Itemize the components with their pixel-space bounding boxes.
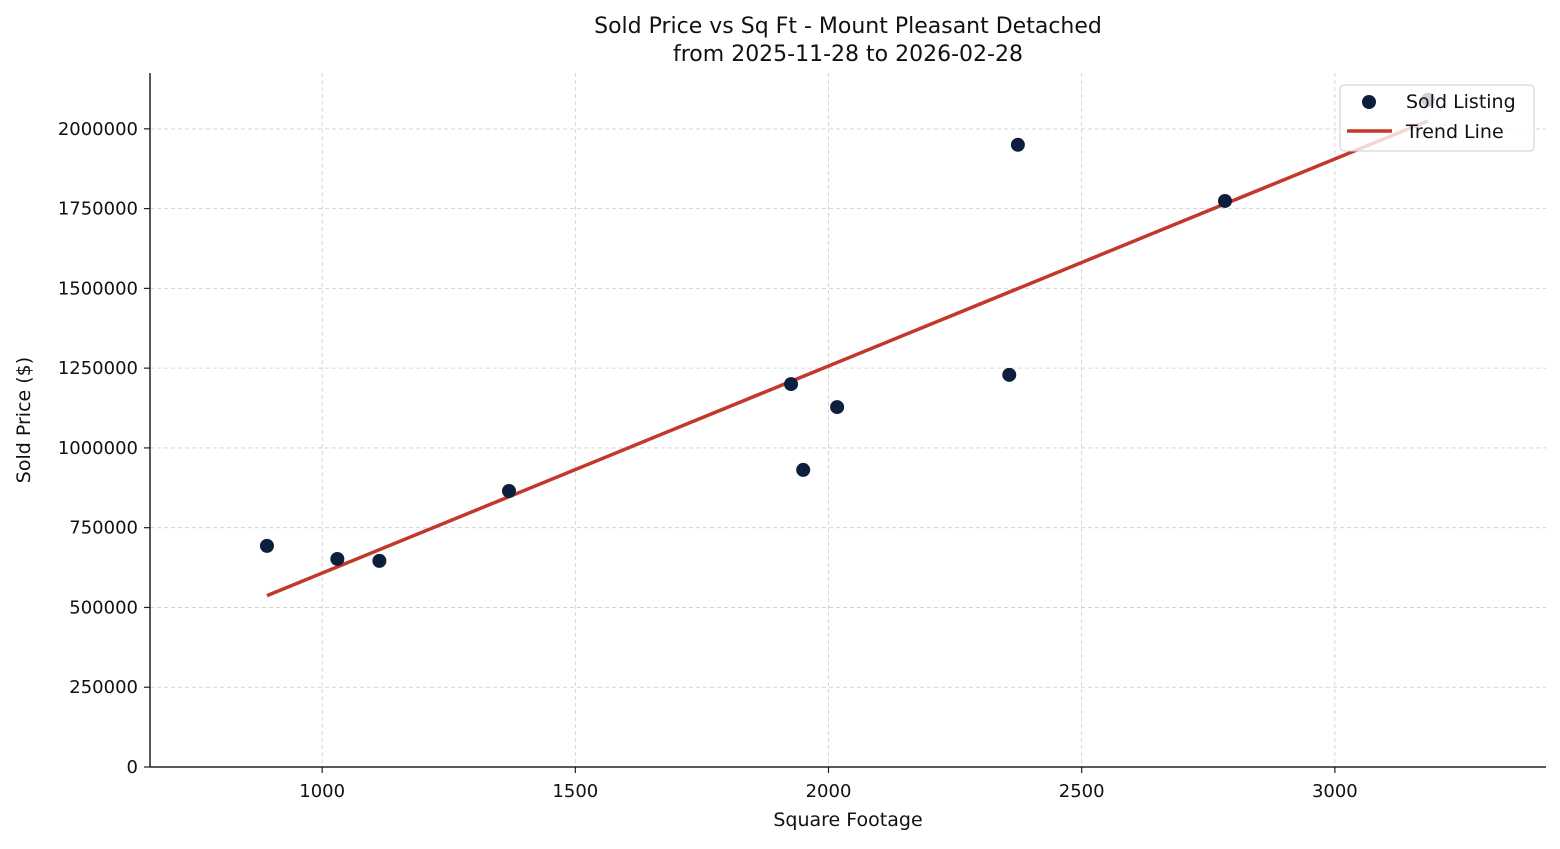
y-tick-label: 2000000 xyxy=(58,119,138,140)
x-tick-label: 2000 xyxy=(806,781,852,802)
y-tick-label: 1000000 xyxy=(58,438,138,459)
trend-line xyxy=(266,119,1429,598)
data-point xyxy=(1010,137,1025,152)
chart-subtitle: from 2025-11-28 to 2026-02-28 xyxy=(673,42,1023,67)
data-point xyxy=(1002,367,1017,382)
x-tick-label: 1500 xyxy=(552,781,598,802)
legend-marker-sold-listing xyxy=(1362,95,1376,109)
ticks: 1000 1500 2000 2500 3000 0 250000 500000 750000 1… xyxy=(58,119,1358,802)
legend: Sold Listing Trend Line xyxy=(1339,84,1535,152)
y-tick-label: 250000 xyxy=(69,677,138,698)
x-tick-label: 2500 xyxy=(1059,781,1105,802)
chart-title: Sold Price vs Sq Ft - Mount Pleasant Det… xyxy=(594,14,1102,39)
legend-box xyxy=(1339,84,1535,152)
x-tick-label: 1000 xyxy=(299,781,345,802)
legend-label-sold-listing: Sold Listing xyxy=(1406,91,1516,113)
legend-label-trend-line: Trend Line xyxy=(1405,121,1504,143)
points-group xyxy=(259,92,1436,568)
y-tick-label: 1500000 xyxy=(58,278,138,299)
grid xyxy=(150,73,1546,768)
y-tick-label: 500000 xyxy=(69,597,138,618)
data-point xyxy=(796,462,811,477)
y-tick-label: 750000 xyxy=(69,518,138,539)
y-axis-label: Sold Price ($) xyxy=(13,357,35,483)
y-tick-label: 1250000 xyxy=(58,358,138,379)
data-point xyxy=(259,538,274,553)
y-tick-label: 1750000 xyxy=(58,199,138,220)
data-point xyxy=(830,400,845,415)
data-point xyxy=(502,483,517,498)
data-point xyxy=(784,377,799,392)
trend-line-group xyxy=(266,119,1429,598)
data-point xyxy=(330,551,345,566)
data-point xyxy=(372,553,387,568)
data-point xyxy=(1217,193,1232,208)
x-tick-label: 3000 xyxy=(1312,781,1358,802)
x-axis-label: Square Footage xyxy=(773,809,922,831)
y-tick-label: 0 xyxy=(127,757,138,778)
